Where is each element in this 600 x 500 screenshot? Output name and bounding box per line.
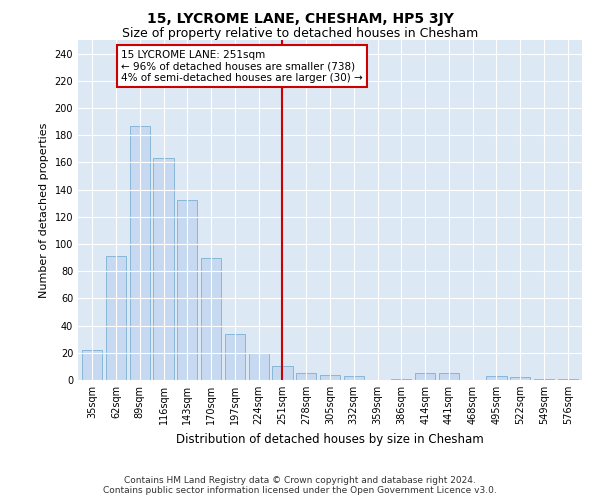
Bar <box>177 200 197 380</box>
Bar <box>296 373 316 380</box>
Bar <box>344 376 364 380</box>
Text: 15, LYCROME LANE, CHESHAM, HP5 3JY: 15, LYCROME LANE, CHESHAM, HP5 3JY <box>146 12 454 26</box>
Bar <box>439 373 459 380</box>
Bar <box>82 350 103 380</box>
Bar <box>154 158 173 380</box>
Text: Contains HM Land Registry data © Crown copyright and database right 2024.: Contains HM Land Registry data © Crown c… <box>124 476 476 485</box>
Bar <box>487 376 506 380</box>
Text: 15 LYCROME LANE: 251sqm
← 96% of detached houses are smaller (738)
4% of semi-de: 15 LYCROME LANE: 251sqm ← 96% of detache… <box>121 50 362 82</box>
Bar <box>201 258 221 380</box>
Bar <box>320 374 340 380</box>
Bar <box>225 334 245 380</box>
Y-axis label: Number of detached properties: Number of detached properties <box>39 122 49 298</box>
Bar <box>557 378 578 380</box>
Bar <box>272 366 293 380</box>
Bar <box>391 378 412 380</box>
Bar <box>106 256 126 380</box>
Bar <box>130 126 150 380</box>
Bar <box>534 378 554 380</box>
Bar <box>415 373 435 380</box>
X-axis label: Distribution of detached houses by size in Chesham: Distribution of detached houses by size … <box>176 432 484 446</box>
Text: Contains public sector information licensed under the Open Government Licence v3: Contains public sector information licen… <box>103 486 497 495</box>
Text: Size of property relative to detached houses in Chesham: Size of property relative to detached ho… <box>122 28 478 40</box>
Bar <box>248 353 269 380</box>
Bar <box>510 378 530 380</box>
